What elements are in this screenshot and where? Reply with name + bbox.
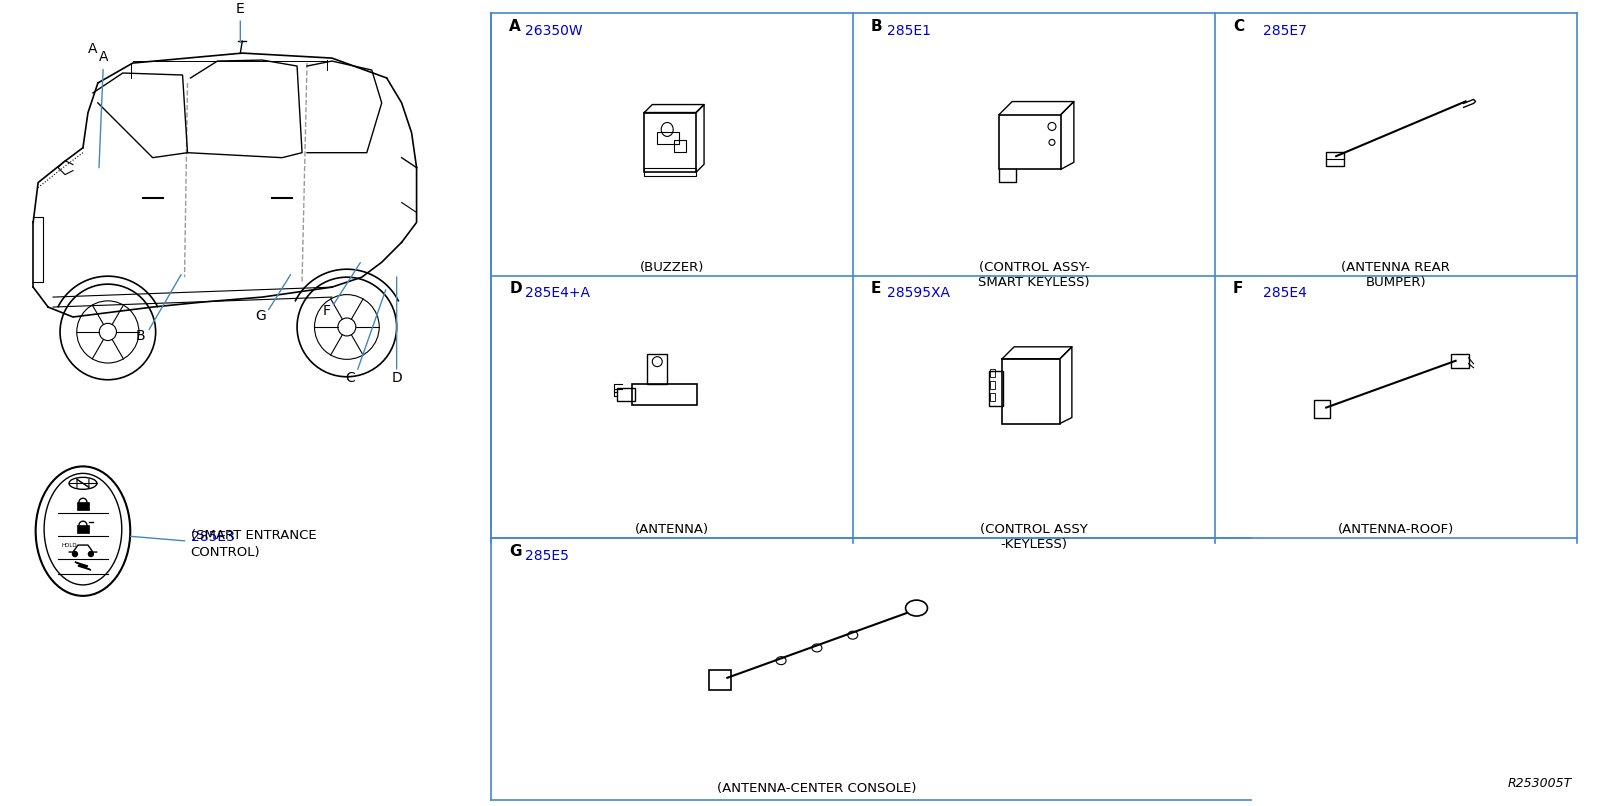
- Bar: [1314, 400, 1330, 418]
- Text: 26350W: 26350W: [525, 24, 582, 38]
- Bar: [1002, 359, 1059, 423]
- Bar: [1326, 152, 1344, 166]
- Text: (BUZZER): (BUZZER): [640, 260, 704, 273]
- Text: (ANTENNA REAR
BUMPER): (ANTENNA REAR BUMPER): [1341, 260, 1450, 289]
- Bar: [674, 140, 686, 152]
- Text: G: G: [509, 544, 522, 559]
- Text: B: B: [870, 19, 883, 34]
- Text: (ANTENNA): (ANTENNA): [635, 523, 709, 536]
- Bar: [658, 132, 678, 144]
- Text: (ANTENNA-ROOF): (ANTENNA-ROOF): [1338, 523, 1454, 536]
- Text: 285E7: 285E7: [1262, 24, 1307, 38]
- Text: A: A: [88, 42, 98, 56]
- Text: 285E1: 285E1: [886, 24, 931, 38]
- Polygon shape: [75, 562, 91, 570]
- Bar: [645, 168, 696, 177]
- Bar: [709, 670, 731, 690]
- Text: A: A: [509, 19, 522, 34]
- Text: HOLD: HOLD: [61, 543, 77, 548]
- Text: B: B: [136, 329, 146, 343]
- Text: G: G: [254, 309, 266, 323]
- Bar: [990, 380, 995, 388]
- Bar: [989, 371, 1003, 405]
- Text: 28595XA: 28595XA: [886, 286, 950, 301]
- Bar: [618, 388, 635, 401]
- Text: E: E: [870, 281, 882, 297]
- Bar: [77, 502, 90, 510]
- Text: (CONTROL ASSY-
SMART KEYLESS): (CONTROL ASSY- SMART KEYLESS): [978, 260, 1090, 289]
- Text: 285E4+A: 285E4+A: [525, 286, 590, 301]
- Text: (SMART ENTRANCE
CONTROL): (SMART ENTRANCE CONTROL): [190, 529, 317, 559]
- Text: (CONTROL ASSY
-KEYLESS): (CONTROL ASSY -KEYLESS): [981, 523, 1088, 550]
- Bar: [990, 393, 995, 401]
- Text: D: D: [392, 371, 402, 384]
- Text: D: D: [509, 281, 522, 297]
- Text: A: A: [99, 50, 109, 168]
- Text: (ANTENNA-CENTER CONSOLE): (ANTENNA-CENTER CONSOLE): [717, 782, 917, 795]
- Bar: [1451, 354, 1469, 368]
- Text: C: C: [1234, 19, 1245, 34]
- Bar: [648, 354, 667, 384]
- Text: 285E5: 285E5: [525, 549, 570, 563]
- Text: 285E4: 285E4: [1262, 286, 1307, 301]
- Text: F: F: [1234, 281, 1243, 297]
- Circle shape: [72, 551, 77, 556]
- Bar: [77, 526, 90, 533]
- Circle shape: [88, 551, 93, 556]
- Text: C: C: [346, 371, 355, 384]
- Bar: [990, 368, 995, 376]
- Text: E: E: [235, 2, 245, 16]
- Bar: [645, 113, 696, 172]
- Bar: [998, 114, 1061, 169]
- Text: R253005T: R253005T: [1507, 777, 1571, 790]
- Text: F: F: [323, 304, 331, 318]
- Bar: [632, 384, 698, 405]
- Text: 285E3: 285E3: [190, 530, 234, 544]
